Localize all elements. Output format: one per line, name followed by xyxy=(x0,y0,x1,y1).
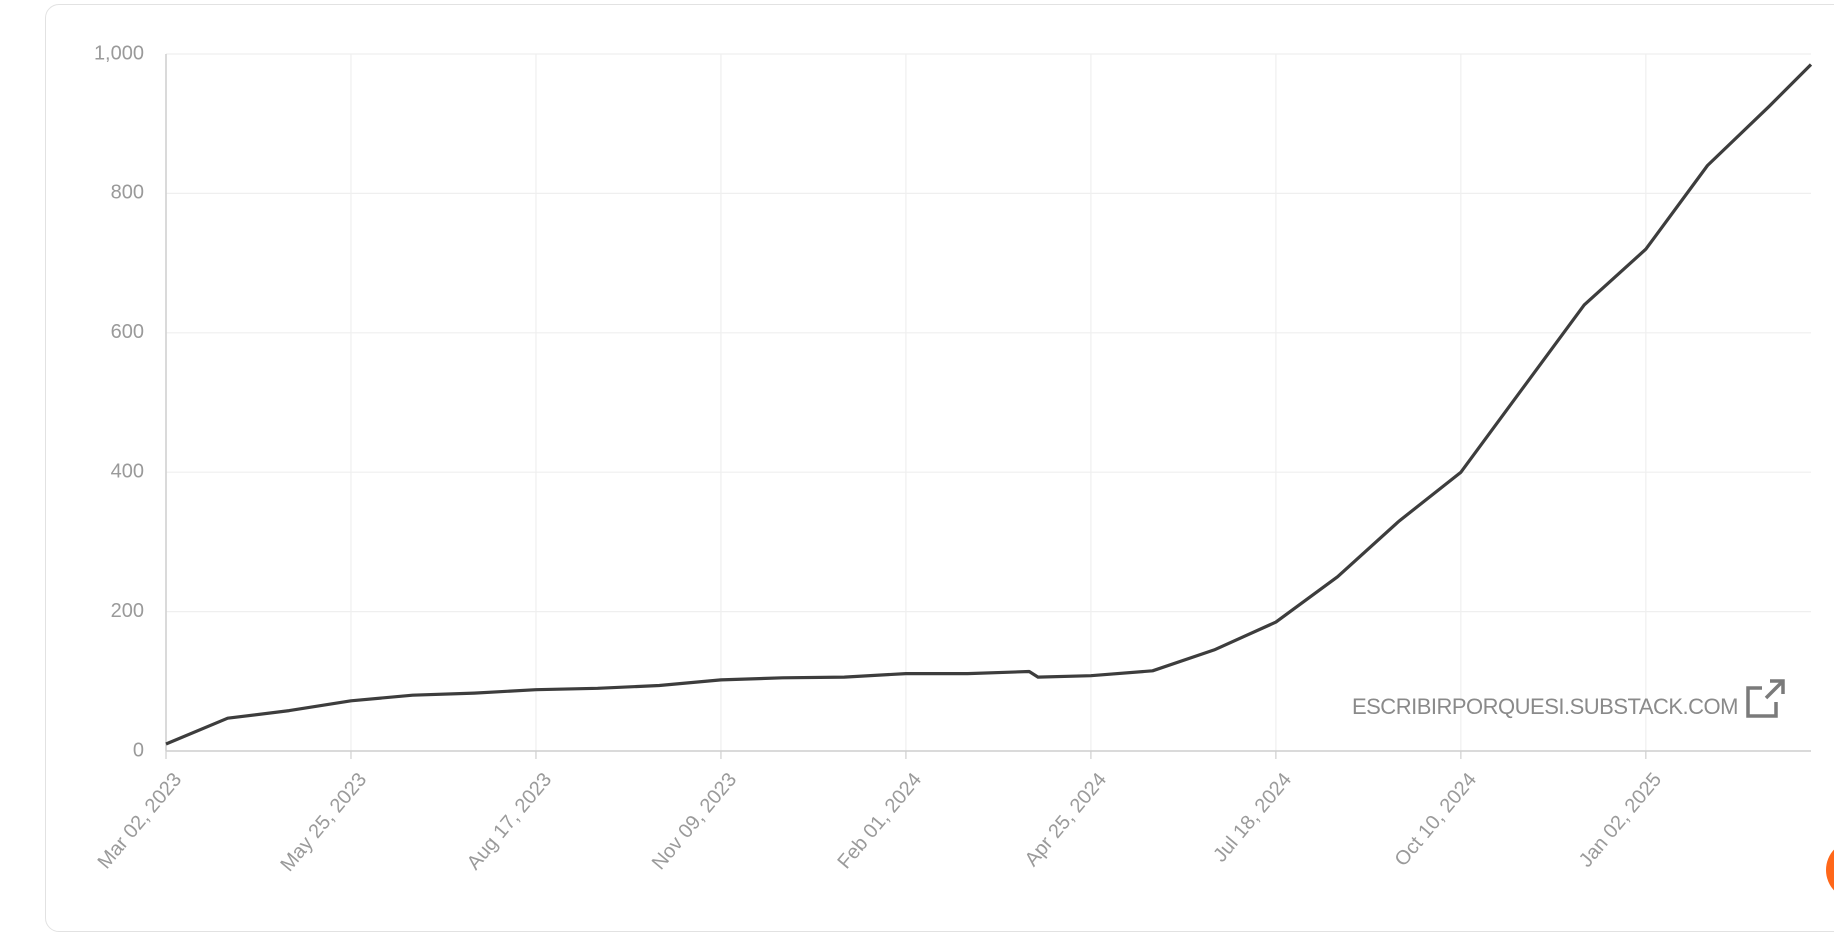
y-tick-label: 200 xyxy=(111,600,144,622)
x-tick-label: Mar 02, 2023 xyxy=(94,769,187,873)
y-tick-label: 600 xyxy=(111,321,144,343)
x-tick-label: Jan 02, 2025 xyxy=(1575,769,1666,872)
chart-card xyxy=(45,4,1834,932)
y-tick-label: 1,000 xyxy=(94,42,144,64)
x-tick-label: Nov 09, 2023 xyxy=(648,769,741,874)
y-tick-label: 800 xyxy=(111,182,144,204)
external-link-icon[interactable] xyxy=(1746,679,1785,718)
y-tick-label: 400 xyxy=(111,460,144,482)
y-tick-label: 0 xyxy=(133,739,144,761)
x-tick-label: Apr 25, 2024 xyxy=(1021,769,1111,871)
x-tick-label: Aug 17, 2023 xyxy=(463,769,556,874)
chat-button[interactable] xyxy=(1826,840,1834,900)
x-tick-label: May 25, 2023 xyxy=(276,769,371,876)
axes: 0 200 400 600 800 1,000 Mar 02, 2023 May 25, 20… xyxy=(94,42,1813,876)
x-tick-label: Oct 10, 2024 xyxy=(1391,769,1481,871)
source-annotation: ESCRIBIRPORQUESI.SUBSTACK.COM xyxy=(1352,694,1738,719)
data-line xyxy=(165,63,1813,746)
x-tick-label: Feb 01, 2024 xyxy=(834,769,927,873)
x-tick-label: Jul 18, 2024 xyxy=(1209,769,1296,867)
